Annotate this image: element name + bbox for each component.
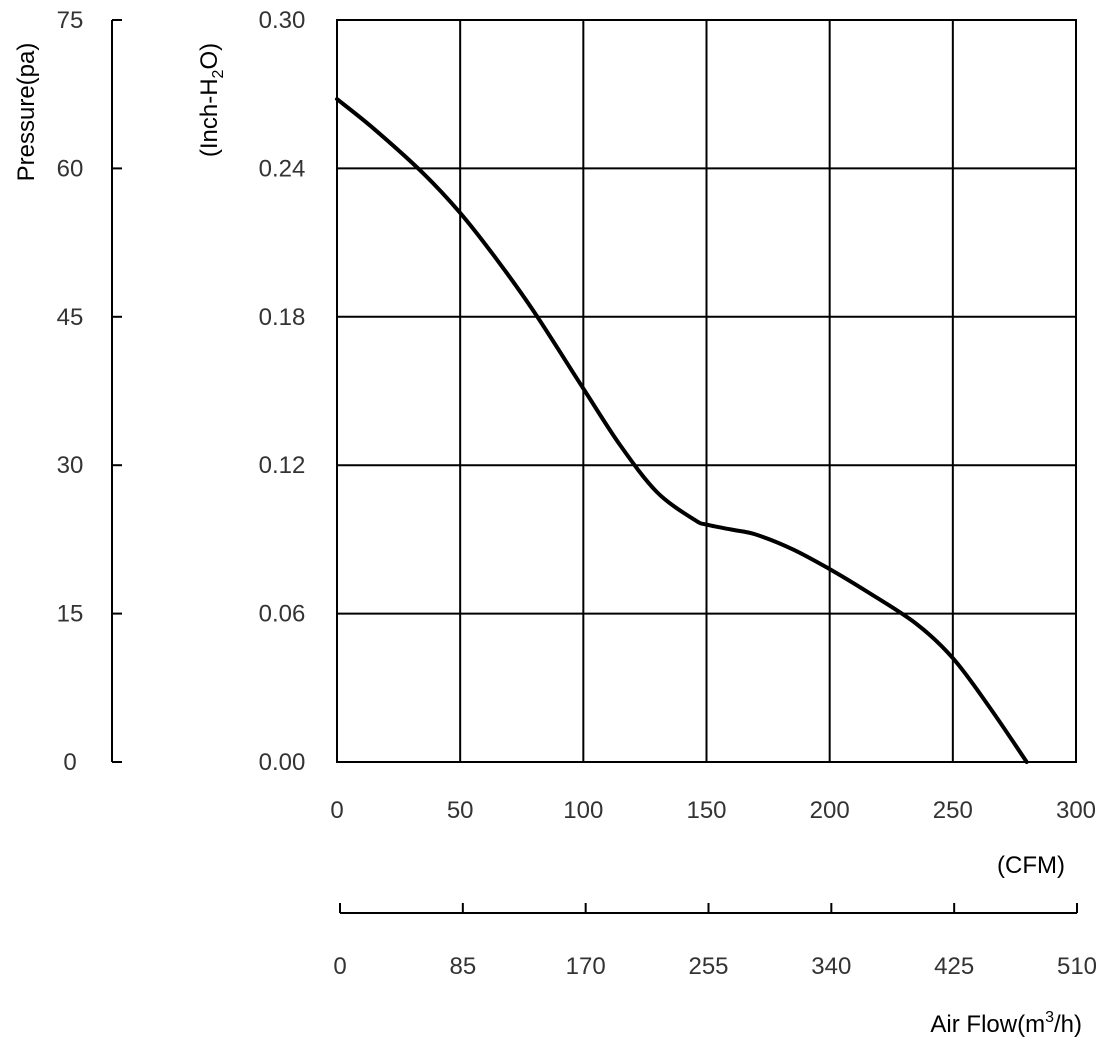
x-primary-tick-label: 0 xyxy=(330,797,343,824)
x-secondary-tick-label: 255 xyxy=(688,953,728,980)
x-secondary-tick-label: 0 xyxy=(333,953,346,980)
y-primary-tick-label: 0.24 xyxy=(259,155,306,182)
x-primary-unit-label: (CFM) xyxy=(997,852,1065,879)
y-primary-tick-label: 0.18 xyxy=(259,304,306,331)
series-layer xyxy=(335,97,1029,764)
y-primary-tick-label: 0.30 xyxy=(259,7,306,34)
x-primary-tick-label: 300 xyxy=(1056,797,1096,824)
y-secondary-tick-label: 30 xyxy=(57,452,84,479)
x-secondary-tick-label: 510 xyxy=(1057,953,1097,980)
y-primary-axis-title: (Inch-H2O) xyxy=(196,43,227,157)
y-secondary-axis-title: Pressure(pa) xyxy=(13,43,40,182)
grid xyxy=(336,19,1077,763)
x-primary-tick-label: 250 xyxy=(933,797,973,824)
y-primary-tick-label: 0.00 xyxy=(259,749,306,776)
y-primary-tick-label: 0.12 xyxy=(259,452,306,479)
y-secondary-tick-label: 0 xyxy=(63,749,76,776)
x-primary-tick-label: 150 xyxy=(686,797,726,824)
x-primary-tick-label: 100 xyxy=(563,797,603,824)
labels: 0.00 0.06 0.12 0.18 0.24 0.30 0 15 30 45 60 75 0 50 10… xyxy=(13,7,1097,1038)
axes xyxy=(111,19,1078,914)
x-primary-tick-label: 50 xyxy=(447,797,474,824)
y-primary-tick-label: 0.06 xyxy=(259,601,306,628)
y-secondary-tick-label: 15 xyxy=(57,601,84,628)
y-secondary-tick-label: 60 xyxy=(57,155,84,182)
y-secondary-tick-label: 75 xyxy=(57,7,84,34)
x-secondary-axis-title: Air Flow(m3/h) xyxy=(930,1009,1082,1038)
y-secondary-tick-label: 45 xyxy=(57,304,84,331)
x-secondary-tick-label: 170 xyxy=(566,953,606,980)
x-secondary-tick-label: 85 xyxy=(449,953,476,980)
performance-curve xyxy=(335,97,1029,764)
x-secondary-tick-label: 340 xyxy=(811,953,851,980)
x-primary-tick-label: 200 xyxy=(810,797,850,824)
x-secondary-tick-label: 425 xyxy=(934,953,974,980)
